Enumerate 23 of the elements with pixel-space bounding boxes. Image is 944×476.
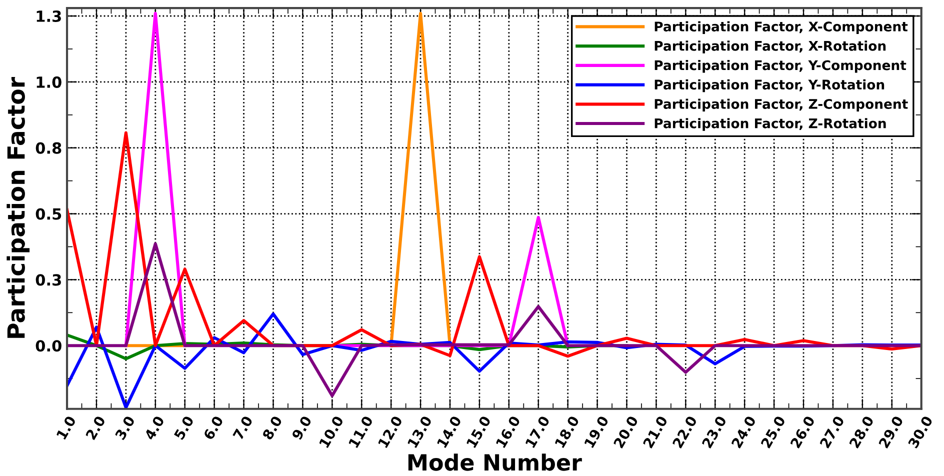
y-tick-label: 0.5: [36, 208, 62, 220]
y-tick-label: 0.0: [36, 340, 62, 352]
x-tick-label: 3.0: [114, 415, 136, 440]
x-tick-label: 5.0: [174, 415, 194, 440]
x-tick-label: 7.0: [232, 415, 254, 440]
legend-label: Participation Factor, Y-Rotation: [654, 79, 884, 92]
y-axis-title: Participation Factor: [6, 77, 30, 338]
x-tick-label: 9.0: [291, 415, 312, 440]
legend-label: Participation Factor, Z-Component: [654, 98, 908, 112]
legend-label: Participation Factor, X-Component: [654, 21, 908, 34]
legend-label: Participation Factor, X-Rotation: [654, 40, 886, 54]
y-tick-label: 0.8: [36, 142, 62, 154]
legend-label: Participation Factor, Y-Component: [654, 60, 906, 73]
x-tick-label: 4.0: [144, 415, 165, 441]
x-tick-label: 2.0: [85, 415, 106, 440]
y-tick-label: 0.3: [36, 274, 61, 286]
line-series: [67, 242, 922, 398]
y-tick-label: 1.0: [36, 76, 62, 88]
x-tick-label: 6.0: [202, 415, 224, 440]
x-axis-title: Mode Number: [408, 454, 582, 471]
legend-label: Participation Factor, Z-Rotation: [654, 118, 886, 131]
x-tick-label: 8.0: [262, 415, 283, 440]
y-tick-label: 1.3: [36, 10, 61, 22]
